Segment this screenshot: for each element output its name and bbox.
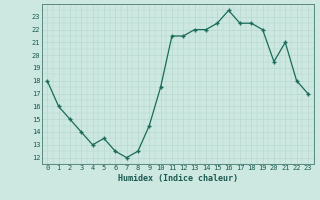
X-axis label: Humidex (Indice chaleur): Humidex (Indice chaleur): [118, 174, 237, 183]
